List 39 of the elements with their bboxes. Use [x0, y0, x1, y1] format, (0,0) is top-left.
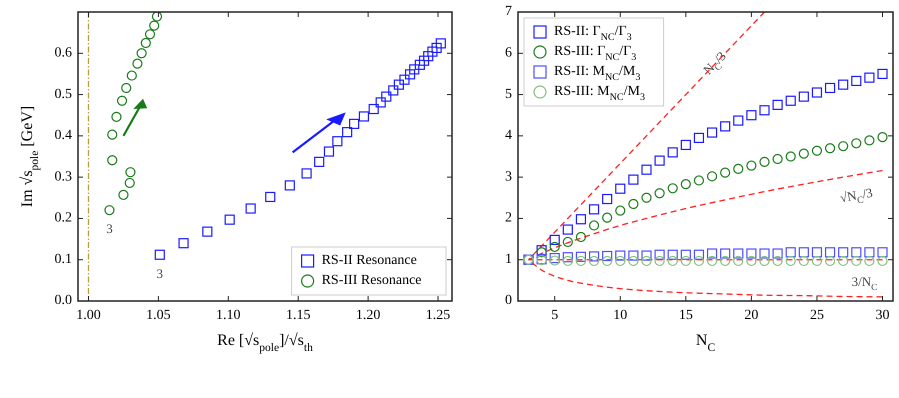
- y-tick-label: 5: [505, 86, 512, 102]
- legend-label: RS-II: M$_{NC}$/M$_{3}$: [554, 64, 640, 83]
- legend-label: RS-II Resonance: [322, 253, 417, 268]
- y-tick-label: 2: [505, 210, 512, 226]
- y-tick-label: 4: [505, 128, 512, 144]
- x-tick-label: 1.25: [426, 308, 450, 323]
- annotation: 3: [156, 266, 164, 281]
- legend-label: RS-II: Γ$_{NC}$/Γ$_{3}$: [554, 24, 632, 43]
- x-axis-title: Re [√s$_{pole}$]/√s$_{th}$: [217, 332, 314, 354]
- x-tick-label: 10: [613, 308, 628, 323]
- x-tick-label: 5: [551, 308, 558, 323]
- x-tick-label: 30: [876, 308, 890, 323]
- y-tick-label: 0.5: [54, 86, 72, 102]
- x-tick-label: 25: [810, 308, 824, 323]
- x-tick-label: 20: [744, 308, 758, 323]
- x-tick-label: 1.20: [356, 308, 380, 323]
- y-tick-label: 1: [505, 252, 512, 267]
- y-tick-label: 0.4: [54, 128, 72, 144]
- y-tick-label: 0.3: [54, 169, 72, 184]
- annotation: 3: [106, 221, 113, 236]
- x-axis-title: N$_{C}$: [696, 332, 716, 354]
- y-tick-label: 0: [505, 293, 512, 308]
- annotation: √N$_{C}$/3: [838, 184, 874, 207]
- x-tick-label: 15: [678, 308, 693, 323]
- y-tick-label: 0.6: [54, 46, 72, 61]
- y-tick-label: 6: [505, 46, 512, 61]
- x-tick-label: 1.05: [146, 308, 171, 323]
- x-tick-label: 1.10: [216, 308, 241, 323]
- x-tick-label: 1.00: [76, 308, 101, 323]
- legend-label: RS-III: M$_{NC}$/M$_{3}$: [554, 84, 646, 103]
- legend-label: RS-III Resonance: [322, 273, 422, 288]
- x-tick-label: 1.15: [286, 308, 310, 323]
- y-tick-label: 0.0: [54, 293, 72, 308]
- annotation: 3/N$_{C}$: [852, 274, 878, 294]
- legend-label: RS-III: Γ$_{NC}$/Γ$_{3}$: [554, 44, 636, 63]
- y-tick-label: 7: [505, 4, 512, 20]
- y-tick-label: 0.1: [54, 252, 72, 267]
- y-tick-label: 0.2: [54, 210, 72, 226]
- y-tick-label: 3: [505, 169, 512, 184]
